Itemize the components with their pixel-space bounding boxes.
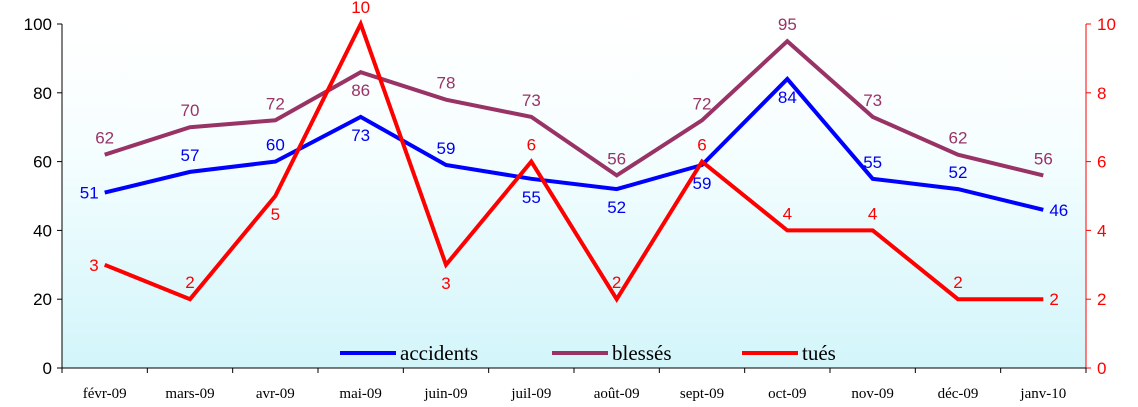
legend-label-accidents: accidents: [400, 341, 478, 365]
y-right-tick-label: 2: [1097, 290, 1106, 309]
data-label-blessés: 72: [266, 94, 285, 113]
data-label-blessés: 62: [949, 129, 968, 148]
data-label-tués: 10: [351, 0, 370, 17]
y-left-tick-label: 40: [33, 221, 52, 240]
data-label-blessés: 78: [437, 74, 456, 93]
data-label-blessés: 73: [522, 91, 541, 110]
y-left-tick-label: 0: [43, 359, 52, 378]
x-tick-label: août-09: [594, 386, 640, 402]
data-label-tués: 2: [185, 273, 194, 292]
data-label-blessés: 62: [95, 129, 114, 148]
data-label-tués: 5: [271, 205, 280, 224]
legend: accidents blessés tués: [340, 341, 836, 365]
data-label-blessés: 86: [351, 81, 370, 100]
data-label-accidents: 52: [949, 163, 968, 182]
x-tick-label: juin-09: [423, 386, 467, 402]
data-label-accidents: 51: [80, 184, 99, 203]
series-line-blessés: [104, 38, 1044, 178]
data-label-accidents: 55: [522, 188, 541, 207]
data-label-accidents: 84: [778, 88, 797, 107]
x-tick-label: sept-09: [680, 386, 724, 402]
data-label-tués: 2: [953, 273, 962, 292]
y-right-tick-label: 10: [1097, 15, 1116, 34]
x-tick-label: mai-09: [339, 386, 382, 402]
y-left-tick-label: 20: [33, 290, 52, 309]
data-label-blessés: 56: [1034, 149, 1053, 168]
y-right-tick-label: 0: [1097, 359, 1106, 378]
data-label-tués: 3: [441, 274, 450, 293]
data-label-accidents: 46: [1049, 201, 1068, 220]
y-right-tick-label: 4: [1097, 221, 1106, 240]
data-label-blessés: 95: [778, 15, 797, 34]
data-label-accidents: 57: [181, 146, 200, 165]
x-tick-label: déc-09: [938, 386, 979, 402]
x-tick-label: mars-09: [165, 386, 214, 402]
data-label-tués: 2: [612, 273, 621, 292]
y-left-tick-label: 80: [33, 84, 52, 103]
data-label-accidents: 55: [863, 153, 882, 172]
y-left-tick-label: 100: [24, 15, 52, 34]
data-label-tués: 3: [89, 256, 98, 275]
data-label-tués: 6: [697, 136, 706, 155]
data-label-tués: 6: [527, 136, 536, 155]
data-label-accidents: 60: [266, 136, 285, 155]
data-label-accidents: 59: [693, 174, 712, 193]
y-right-tick-label: 8: [1097, 84, 1106, 103]
x-tick-label: avr-09: [256, 386, 295, 402]
data-label-accidents: 73: [351, 126, 370, 145]
x-tick-label: oct-09: [768, 386, 806, 402]
y-left-tick-label: 60: [33, 153, 52, 172]
x-tick-label: nov-09: [851, 386, 894, 402]
data-label-tués: 2: [1049, 290, 1058, 309]
x-tick-label: juil-09: [510, 386, 551, 402]
x-tick-label: févr-09: [83, 386, 127, 402]
data-label-blessés: 56: [607, 149, 626, 168]
data-label-blessés: 70: [181, 101, 200, 120]
data-label-accidents: 59: [437, 139, 456, 158]
y-right-tick-label: 6: [1097, 153, 1106, 172]
x-tick-label: janv-10: [1019, 386, 1066, 402]
legend-label-blessés: blessés: [612, 341, 672, 365]
data-label-accidents: 52: [607, 198, 626, 217]
legend-label-tués: tués: [802, 341, 836, 365]
plot-area: [62, 24, 1086, 368]
series-line-tués: [103, 18, 1044, 303]
series-layer: [103, 18, 1044, 303]
data-label-blessés: 73: [863, 91, 882, 110]
data-label-blessés: 72: [693, 94, 712, 113]
data-label-tués: 4: [868, 204, 877, 223]
series-line-accidents: [104, 76, 1044, 212]
data-label-tués: 4: [783, 204, 792, 223]
